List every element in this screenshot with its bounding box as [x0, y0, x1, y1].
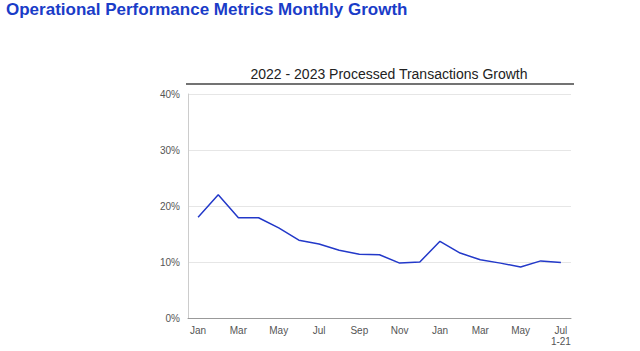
svg-text:Jan: Jan: [190, 325, 206, 336]
svg-text:20%: 20%: [160, 201, 180, 212]
svg-text:Nov: Nov: [391, 325, 409, 336]
svg-text:Jul: Jul: [555, 325, 568, 336]
svg-text:0%: 0%: [166, 313, 181, 324]
svg-text:30%: 30%: [160, 145, 180, 156]
svg-text:Jul: Jul: [313, 325, 326, 336]
svg-text:Mar: Mar: [230, 325, 248, 336]
svg-text:2022 - 2023 Processed Transact: 2022 - 2023 Processed Transactions Growt…: [250, 66, 527, 82]
svg-text:Mar: Mar: [472, 325, 490, 336]
svg-text:May: May: [269, 325, 288, 336]
svg-text:Jan: Jan: [432, 325, 448, 336]
html-text:Operational Performance Metric: Operational Performance Metrics Monthly …: [6, 0, 408, 19]
svg-text:1-21: 1-21: [551, 336, 571, 347]
svg-text:May: May: [511, 325, 530, 336]
svg-text:Sep: Sep: [350, 325, 368, 336]
svg-text:40%: 40%: [160, 89, 180, 100]
svg-text:10%: 10%: [160, 257, 180, 268]
